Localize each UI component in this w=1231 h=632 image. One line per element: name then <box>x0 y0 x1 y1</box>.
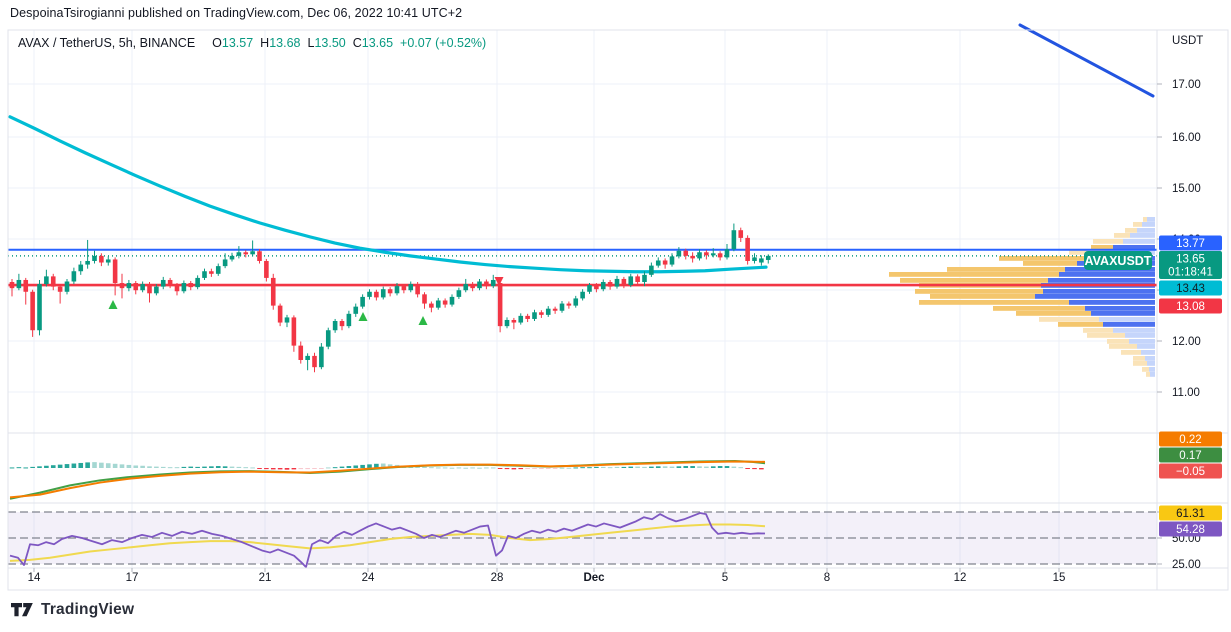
svg-text:13.77: 13.77 <box>1176 238 1205 250</box>
price-badge: 13.43 <box>1159 280 1222 296</box>
svg-text:61.31: 61.31 <box>1176 508 1205 520</box>
time-axis-label: 8 <box>824 572 830 584</box>
trendline <box>1018 23 1155 98</box>
price-badge: 13.77 <box>1159 235 1222 251</box>
time-axis-label: Dec <box>583 572 605 584</box>
volume-profile <box>889 217 1155 377</box>
candles <box>9 223 771 373</box>
ohlc-key: L <box>307 36 315 50</box>
svg-text:54.28: 54.28 <box>1176 524 1205 536</box>
symbol-price-label: AVAXUSDT <box>1084 251 1152 270</box>
svg-text:13.08: 13.08 <box>1176 301 1205 313</box>
svg-text:0.22: 0.22 <box>1179 434 1201 446</box>
price-axis-label: 15.00 <box>1172 183 1201 195</box>
ohlc-key: O <box>212 36 222 50</box>
rsi-axis-label: 25.00 <box>1172 559 1201 571</box>
sell-signal-marker-icon <box>494 277 504 286</box>
ohlc-value: 13.57 <box>221 36 254 50</box>
svg-text:13.65: 13.65 <box>1176 254 1205 266</box>
buy-signal-marker-icon <box>418 316 428 325</box>
macd-line <box>9 460 766 499</box>
price-badge: 13.08 <box>1159 298 1222 314</box>
ohlc-key: C <box>352 36 362 50</box>
pane-borders <box>7 29 1229 591</box>
rsi-pane <box>8 511 1157 569</box>
svg-text:01:18:41: 01:18:41 <box>1168 267 1213 279</box>
publish-info: DespoinaTsirogianni published on Trading… <box>10 6 463 20</box>
price-axis-label: 11.00 <box>1172 387 1200 399</box>
time-axis-label: 12 <box>954 572 967 584</box>
chart-legend[interactable]: AVAX / TetherUS, 5h, BINANCE O13.57 H13.68… <box>18 36 486 50</box>
moving-average-line <box>8 115 768 274</box>
price-axis-label: 12.00 <box>1172 336 1201 348</box>
time-axis-label: 24 <box>362 572 375 584</box>
time-axis-label: 14 <box>28 572 41 584</box>
time-axis: 14 17 21 24 28 Dec 5 8 12 15 <box>28 568 1066 584</box>
price-change: +0.07 (+0.52%) <box>400 36 487 50</box>
price-axis-label: 17.00 <box>1172 79 1201 91</box>
price-axis-label: USDT <box>1172 35 1203 47</box>
time-axis-label: 15 <box>1053 572 1066 584</box>
rsi-ma-line <box>9 523 766 562</box>
rsi-line <box>9 512 766 569</box>
ohlc-key: H <box>260 36 270 50</box>
time-axis-label: 21 <box>259 572 272 584</box>
tradingview-brand[interactable]: TradingView <box>41 601 135 618</box>
rsi-value-badge: 54.28 <box>1159 521 1222 537</box>
footer: TradingView <box>11 600 134 620</box>
rsi-value-badge: 61.31 <box>1159 505 1222 521</box>
price-axis-label: 16.00 <box>1172 132 1201 144</box>
price-axis: USDT17.0016.0015.0014.0013.0012.0011.007… <box>1157 35 1222 571</box>
buy-signal-marker-icon <box>358 312 368 321</box>
macd-pane <box>9 460 766 500</box>
symbol-description: AVAX / TetherUS, 5h, BINANCE <box>18 36 196 50</box>
svg-text:AVAXUSDT: AVAXUSDT <box>1085 254 1152 268</box>
svg-text:13.43: 13.43 <box>1176 283 1205 295</box>
time-axis-label: 5 <box>722 572 728 584</box>
macd-value-badge: 0.22 <box>1159 431 1222 447</box>
ohlc-value: 13.50 <box>314 36 346 50</box>
time-axis-label: 17 <box>126 572 139 584</box>
ohlc-values: O13.57 H13.68 L13.50 C13.65 <box>205 36 393 50</box>
time-axis-label: 28 <box>491 572 504 584</box>
ohlc-value: 13.68 <box>269 36 301 50</box>
macd-value-badge: −0.05 <box>1159 463 1222 479</box>
ohlc-value: 13.65 <box>361 36 394 50</box>
macd-value-badge: 0.17 <box>1159 447 1222 463</box>
svg-text:−0.05: −0.05 <box>1176 466 1205 478</box>
tradingview-logo-icon[interactable] <box>11 600 34 620</box>
buy-signal-marker-icon <box>108 300 118 309</box>
svg-text:0.17: 0.17 <box>1179 450 1201 462</box>
